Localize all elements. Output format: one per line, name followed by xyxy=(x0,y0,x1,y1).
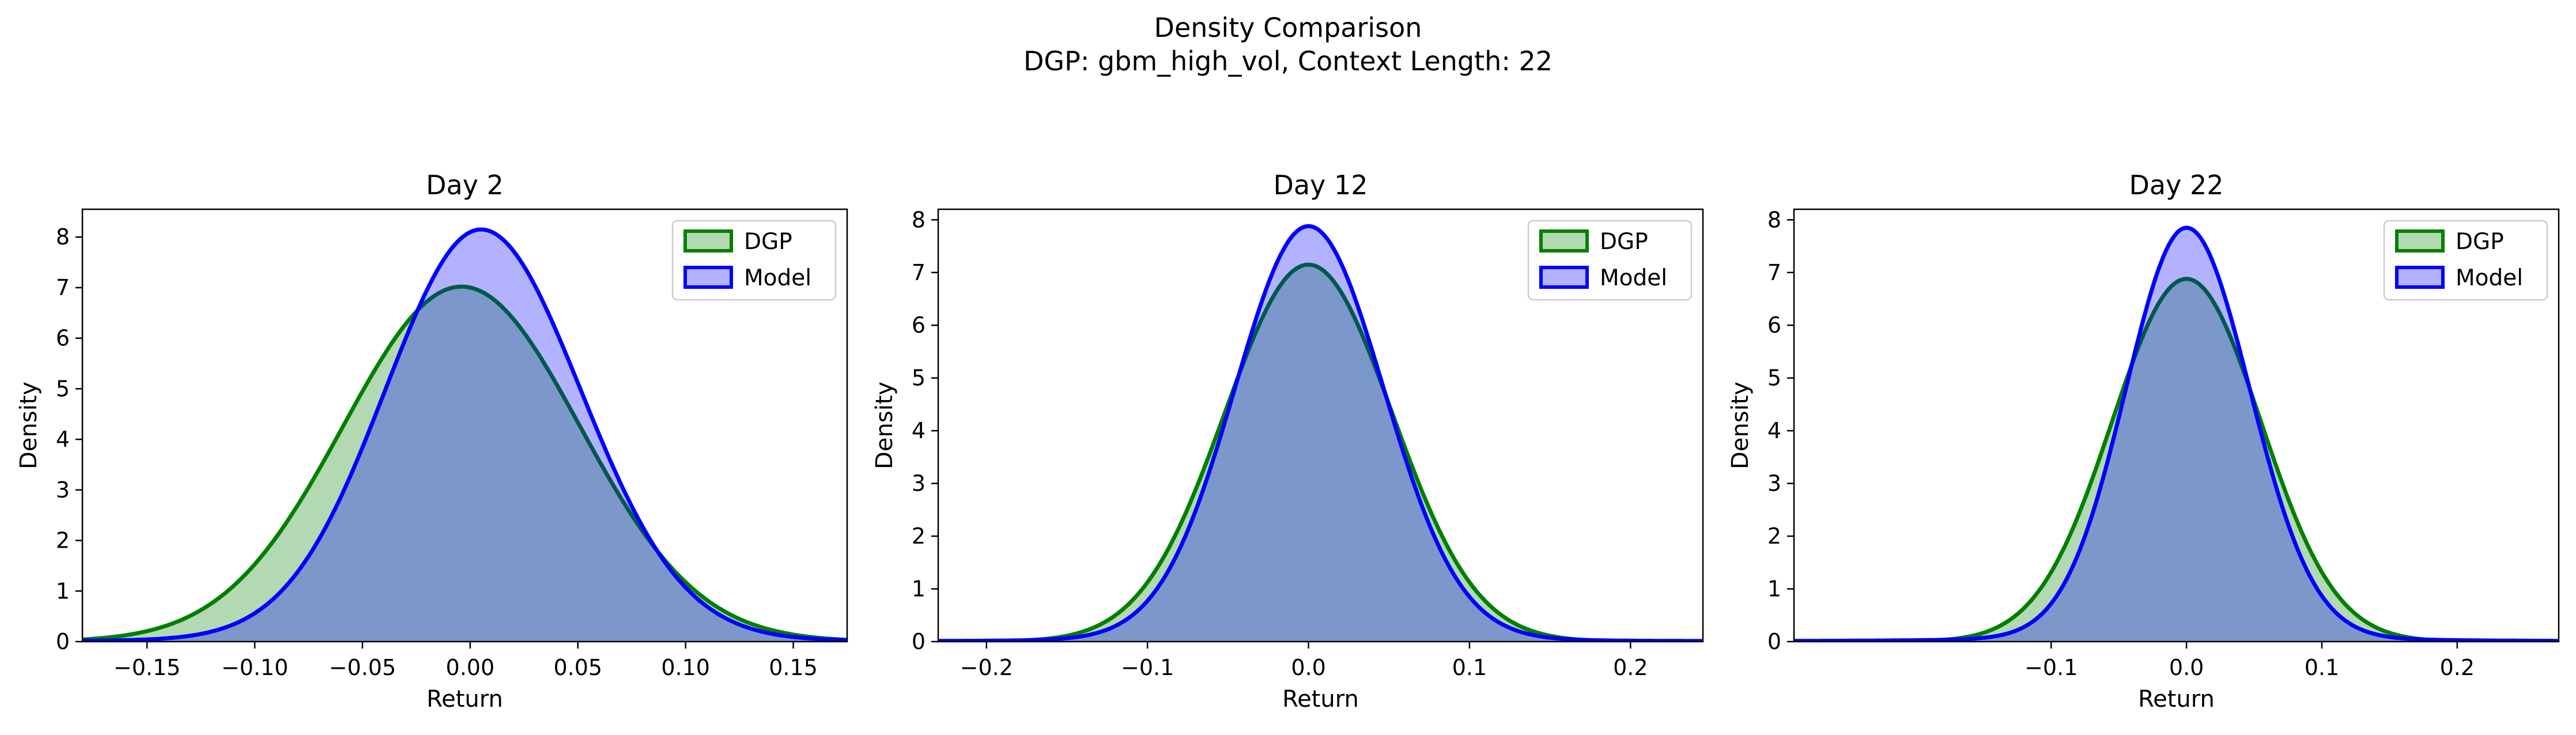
figure-title: Density Comparison xyxy=(1154,12,1422,43)
y-tick-label: 1 xyxy=(56,578,70,604)
y-tick-label: 2 xyxy=(1767,523,1781,549)
x-tick-label: 0.15 xyxy=(769,655,818,680)
legend-swatch-model xyxy=(2395,266,2445,289)
y-tick-label: 5 xyxy=(56,376,70,401)
y-tick-label: 8 xyxy=(912,207,926,232)
legend-box xyxy=(2383,220,2548,301)
x-tick-label: −0.1 xyxy=(2024,655,2078,680)
series-line-dgp xyxy=(82,284,847,642)
y-tick-label: 0 xyxy=(1767,629,1781,654)
plot-area xyxy=(938,224,1703,642)
x-tick-label: 0.2 xyxy=(1613,655,1648,680)
y-tick-label: 4 xyxy=(56,427,70,452)
y-tick-label: 2 xyxy=(56,528,70,553)
x-tick-label: 0.1 xyxy=(2305,655,2339,680)
subplot-2: −0.2 −0.1 0.0 0.1 0.2 0 1 2 3 4 5 6 7 8 Day 12 Return De… xyxy=(871,169,1704,713)
axes-frame xyxy=(81,208,848,643)
plot-area xyxy=(82,227,847,642)
y-tick-label: 3 xyxy=(1767,471,1781,496)
y-tick-label: 6 xyxy=(56,326,70,351)
legend-swatch-model xyxy=(1539,266,1589,289)
y-tick-label: 8 xyxy=(56,224,70,250)
series-line-model xyxy=(938,224,1703,642)
y-axis-label: Density xyxy=(16,382,42,469)
subplot-title: Day 22 xyxy=(2129,169,2224,201)
y-axis-label: Density xyxy=(1727,382,1754,469)
subplots: −0.15 −0.10 −0.05 0.00 0.05 0.10 0.15012345678… xyxy=(16,169,2560,713)
subplot-1: −0.15 −0.10 −0.05 0.00 0.05 0.10 0.15 0 1 2 3 4 5 6 7 8… xyxy=(16,169,848,713)
subplot-3: −0.1 0.0 0.1 0.2 0 1 2 3 4 5 6 7 8 Day 22 Return Densit… xyxy=(1727,169,2560,713)
series-fill-dgp xyxy=(82,287,847,642)
legend-label-model: Model xyxy=(744,265,811,291)
x-tick-label: 0.1 xyxy=(1452,655,1487,680)
legend-label-model: Model xyxy=(1600,265,1667,291)
x-tick-label: −0.2 xyxy=(960,655,1013,680)
y-tick-label: 0 xyxy=(56,629,70,654)
x-tick-label: −0.10 xyxy=(221,655,288,680)
legend-swatch-model xyxy=(683,266,733,289)
y-tick-label: 0 xyxy=(912,629,926,654)
y-tick-label: 1 xyxy=(1767,576,1781,602)
legend-label-dgp: DGP xyxy=(1600,229,1648,255)
series-line-model xyxy=(82,227,847,642)
legend-swatch-dgp xyxy=(683,229,733,252)
legend-box xyxy=(671,220,837,301)
subplot-title: Day 12 xyxy=(1274,169,1368,201)
y-tick-label: 6 xyxy=(912,312,926,338)
legend-label-model: Model xyxy=(2456,265,2523,291)
y-tick-label: 7 xyxy=(56,275,70,300)
subplot-title: Day 2 xyxy=(426,169,504,201)
y-tick-label: 3 xyxy=(912,471,926,496)
y-tick-label: 6 xyxy=(1767,312,1781,338)
y-tick-label: 5 xyxy=(912,365,926,391)
y-tick-label: 7 xyxy=(912,260,926,285)
series-line-model xyxy=(1794,225,2559,642)
x-tick-label: 0.0 xyxy=(1291,655,1325,680)
y-tick-label: 7 xyxy=(1767,260,1781,285)
y-tick-label: 3 xyxy=(56,477,70,503)
x-tick-label: 0.10 xyxy=(661,655,710,680)
legend-box xyxy=(1527,220,1693,301)
x-tick-label: 0.00 xyxy=(446,655,495,680)
legend-label-dgp: DGP xyxy=(744,229,792,255)
y-tick-label: 4 xyxy=(912,418,926,443)
axes-frame xyxy=(937,208,1704,643)
x-axis-label: Return xyxy=(426,686,503,713)
legend-label-dgp: DGP xyxy=(2456,229,2504,255)
legend-swatch-dgp xyxy=(1539,229,1589,252)
x-tick-label: −0.15 xyxy=(114,655,180,680)
legend: DGP Model xyxy=(2383,220,2548,301)
series-fill-dgp xyxy=(938,265,1703,642)
x-tick-label: 0.2 xyxy=(2440,655,2475,680)
y-tick-label: 1 xyxy=(912,576,926,602)
legend: DGP Model xyxy=(671,220,837,301)
y-axis-label: Density xyxy=(871,382,898,469)
x-tick-label: 0.05 xyxy=(553,655,602,680)
series-fill-model xyxy=(82,229,847,642)
y-tick-label: 5 xyxy=(1767,365,1781,391)
series-fill-model xyxy=(1794,228,2559,642)
x-axis-label: Return xyxy=(1282,686,1359,713)
legend-swatch-dgp xyxy=(2395,229,2445,252)
series-fill-model xyxy=(938,226,1703,642)
x-tick-label: −0.1 xyxy=(1121,655,1174,680)
y-tick-label: 8 xyxy=(1767,207,1781,232)
legend: DGP Model xyxy=(1527,220,1693,301)
figure-subtitle: DGP: gbm_high_vol, Context Length: 22 xyxy=(1023,46,1553,77)
y-tick-label: 2 xyxy=(912,523,926,549)
x-axis-label: Return xyxy=(2138,686,2215,713)
series-fill-dgp xyxy=(1794,278,2559,642)
y-tick-label: 4 xyxy=(1767,418,1781,443)
x-tick-label: 0.0 xyxy=(2169,655,2204,680)
axes-frame xyxy=(1793,208,2560,643)
x-tick-label: −0.05 xyxy=(329,655,396,680)
